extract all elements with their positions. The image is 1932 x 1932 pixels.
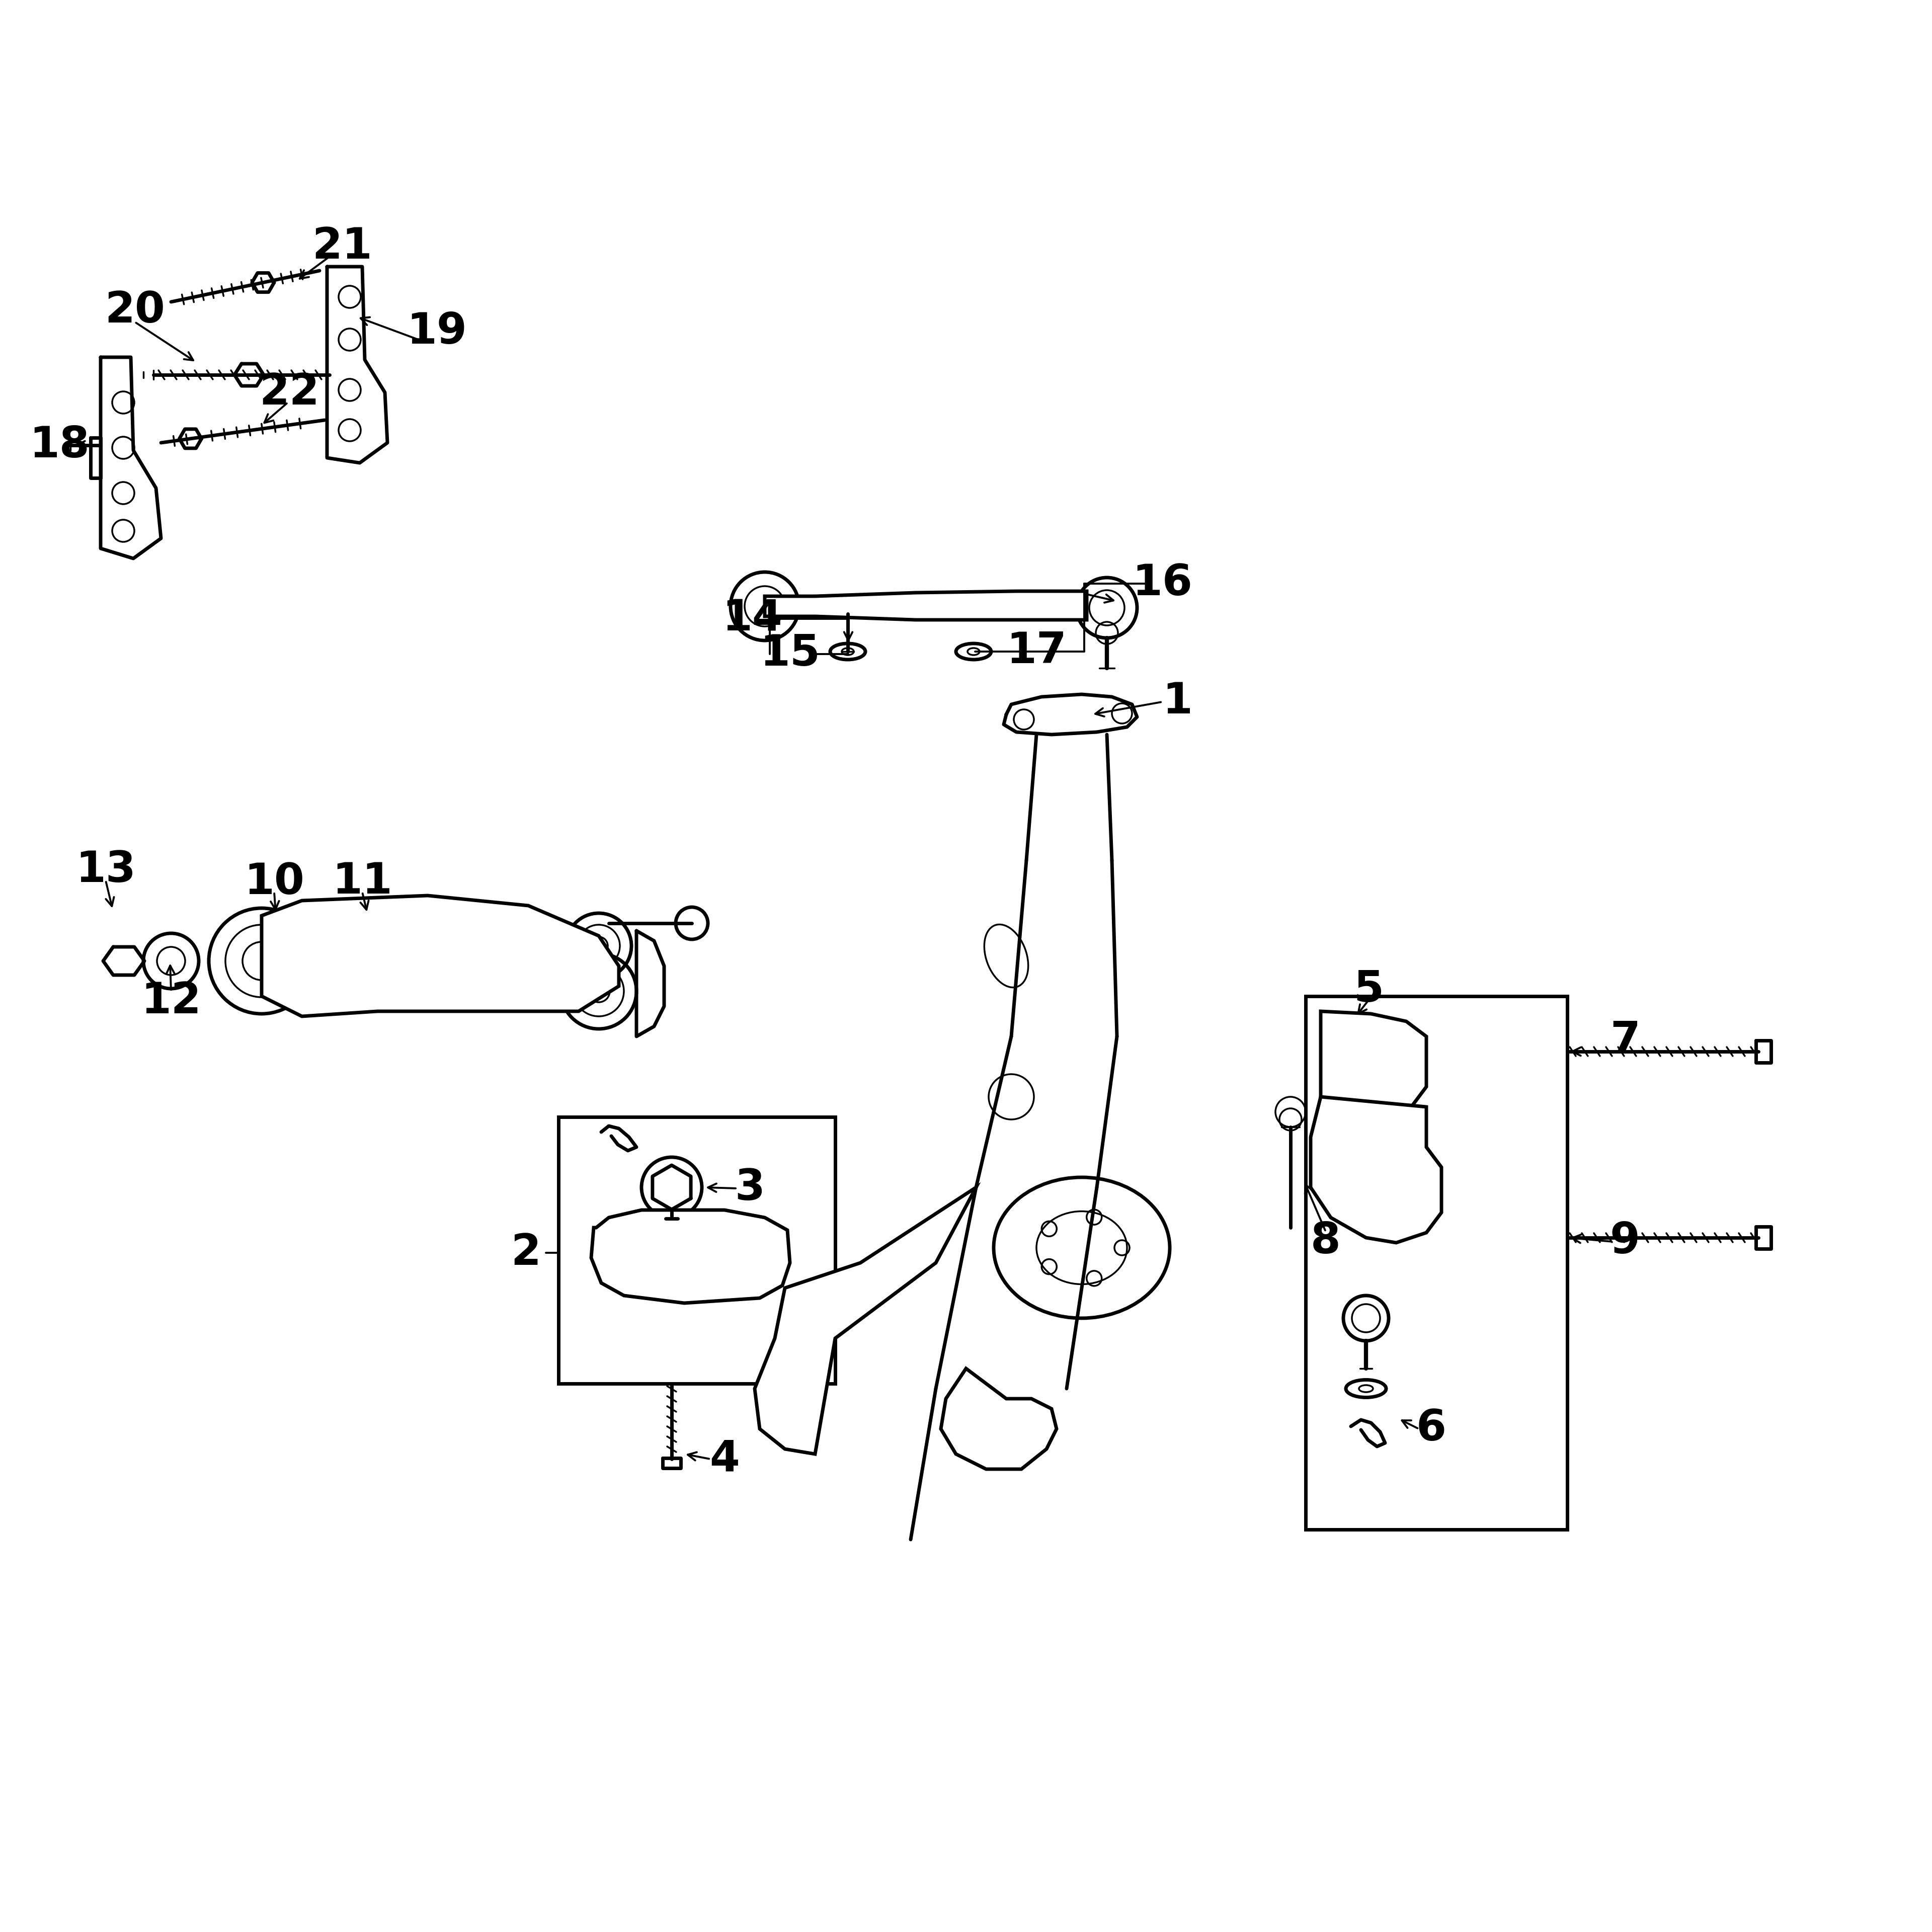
Polygon shape bbox=[1321, 1010, 1426, 1117]
Text: 2: 2 bbox=[510, 1233, 541, 1273]
Polygon shape bbox=[1310, 1097, 1441, 1242]
Bar bbox=[558, 1117, 835, 1383]
Text: 15: 15 bbox=[759, 634, 819, 674]
Text: 22: 22 bbox=[259, 371, 319, 413]
Text: 6: 6 bbox=[1416, 1408, 1447, 1449]
Text: 12: 12 bbox=[141, 980, 201, 1022]
Text: 17: 17 bbox=[1007, 630, 1066, 672]
Text: 20: 20 bbox=[104, 290, 164, 330]
Text: 11: 11 bbox=[332, 862, 392, 902]
Polygon shape bbox=[765, 591, 1086, 620]
Polygon shape bbox=[941, 1368, 1057, 1468]
Text: 3: 3 bbox=[734, 1167, 765, 1209]
Polygon shape bbox=[591, 1209, 790, 1302]
Text: 7: 7 bbox=[1609, 1020, 1640, 1061]
Text: 4: 4 bbox=[709, 1437, 740, 1480]
Bar bbox=[1306, 997, 1567, 1530]
Text: 13: 13 bbox=[75, 850, 135, 891]
Text: 18: 18 bbox=[29, 425, 89, 466]
Text: 1: 1 bbox=[1163, 680, 1192, 723]
Text: 9: 9 bbox=[1609, 1221, 1640, 1264]
Text: 21: 21 bbox=[311, 226, 373, 267]
Text: 14: 14 bbox=[723, 599, 782, 639]
Text: 16: 16 bbox=[1132, 562, 1192, 605]
Text: 5: 5 bbox=[1354, 970, 1383, 1010]
Text: 10: 10 bbox=[243, 862, 305, 902]
Text: 8: 8 bbox=[1310, 1221, 1341, 1264]
Polygon shape bbox=[755, 1188, 976, 1455]
Text: 19: 19 bbox=[406, 311, 468, 354]
Polygon shape bbox=[261, 896, 618, 1016]
